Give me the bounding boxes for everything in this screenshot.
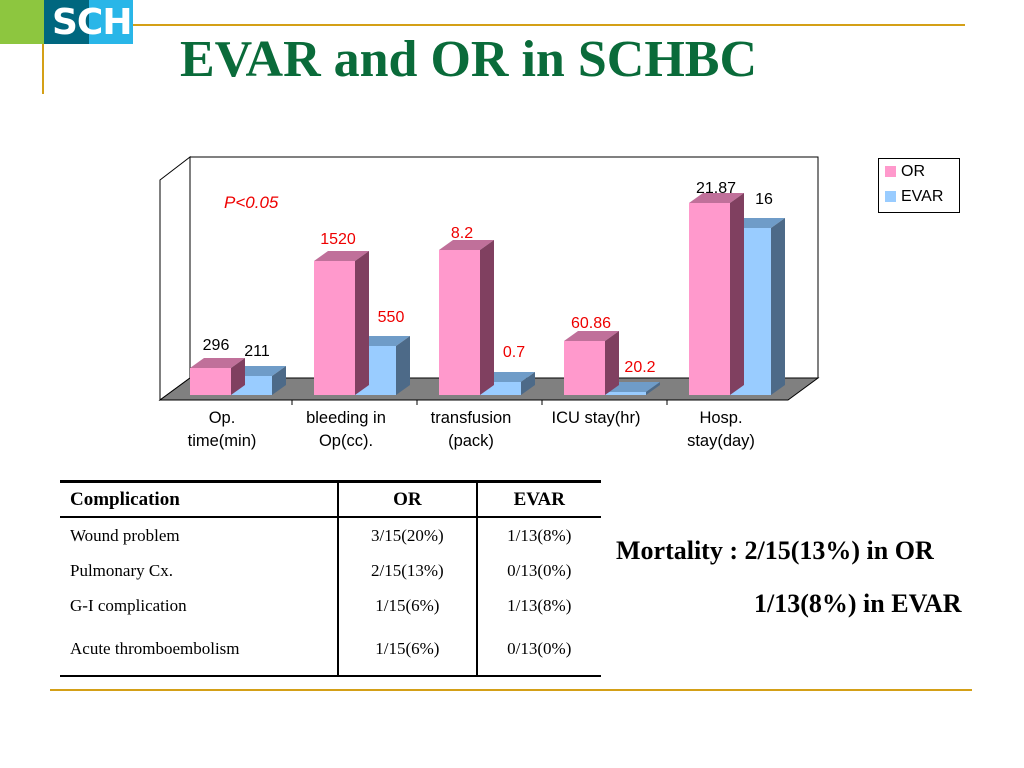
data-label: 20.2: [624, 359, 655, 376]
table-cell: 0/13(0%): [475, 553, 601, 588]
x-tick-label: Op(cc).: [319, 432, 373, 450]
x-tick-label: Hosp.: [699, 409, 742, 427]
x-tick-label: time(min): [188, 432, 257, 450]
chart-side-wall: [159, 155, 191, 401]
bar-side-or: [605, 331, 619, 395]
table-cell: 1/13(8%): [475, 588, 601, 623]
x-tick-label: bleeding in: [306, 409, 386, 427]
table-cell: 1/13(8%): [475, 517, 601, 553]
table-row: G-I complication 1/15(6%) 1/13(8%): [60, 588, 601, 623]
bar-or: [190, 368, 231, 395]
table-cell: 1/15(6%): [337, 588, 477, 623]
x-tick-label: ICU stay(hr): [552, 409, 641, 427]
legend-label-evar: EVAR: [901, 187, 944, 205]
table-cell: Acute thromboembolism: [60, 623, 339, 677]
chart-legend: OR EVAR: [878, 158, 960, 213]
bar-side-evar: [771, 218, 785, 395]
x-tick-label: (pack): [448, 432, 494, 450]
mortality-line-1: Mortality : 2/15(13%) in OR: [616, 536, 934, 565]
x-tick-label: stay(day): [687, 432, 755, 450]
legend-label-or: OR: [901, 162, 925, 180]
table-row: Pulmonary Cx. 2/15(13%) 0/13(0%): [60, 553, 601, 588]
bar-or: [439, 250, 480, 395]
table-cell: 0/13(0%): [475, 623, 601, 677]
data-label: 0.7: [503, 344, 525, 361]
data-label: 211: [244, 343, 270, 360]
table-cell: Wound problem: [70, 525, 180, 545]
complication-table: Complication OR EVAR Wound problem 3/15(2…: [60, 480, 601, 677]
bar-top-or: [564, 331, 619, 341]
data-label: 60.86: [571, 315, 611, 332]
table-cell: Pulmonary Cx.: [70, 560, 173, 580]
logo-light-block: [89, 0, 133, 44]
logo-dark-block: [44, 0, 89, 44]
bar-top-or: [314, 251, 369, 261]
data-label: 21.87: [696, 180, 736, 197]
data-label: 550: [378, 309, 405, 326]
bottom-divider: [50, 689, 972, 691]
table-header: OR: [337, 480, 477, 518]
logo-green-block: [0, 0, 44, 44]
legend-item-evar: EVAR: [879, 184, 959, 209]
table-header: Complication: [60, 480, 339, 518]
top-divider: [133, 24, 965, 26]
bar-side-evar: [646, 382, 660, 395]
bar-top-or: [439, 240, 494, 250]
bar-side-or: [231, 358, 245, 395]
bar-top-or: [190, 358, 245, 368]
mortality-line-2: 1/13(8%) in EVAR: [754, 589, 962, 618]
bar-or: [689, 203, 730, 395]
bar-side-or: [480, 240, 494, 395]
bar-side-evar: [521, 372, 535, 395]
bar-side-evar: [272, 366, 286, 395]
table-row: Acute thromboembolism 1/15(6%) 0/13(0%): [60, 623, 601, 677]
table-row: Wound problem 3/15(20%) 1/13(8%): [60, 517, 601, 553]
bar-chart: P<0.05 296 211 Op. time(min) 1520 550 bleeding…: [158, 155, 820, 450]
bar-evar: [605, 392, 646, 395]
table-cell: G-I complication: [70, 595, 187, 615]
data-label: 296: [203, 337, 230, 354]
bar-top-or: [689, 193, 744, 203]
bar-side-or: [355, 251, 369, 395]
data-label: 1520: [320, 231, 356, 248]
page-title: EVAR and OR in SCHBC: [180, 31, 758, 88]
data-label: 8.2: [451, 225, 473, 242]
logo-divider: [42, 44, 44, 94]
legend-swatch-or: [885, 166, 896, 177]
table-cell: 1/15(6%): [337, 623, 477, 677]
x-tick-label: Op.: [209, 409, 236, 427]
bar-or: [314, 261, 355, 395]
legend-item-or: OR: [879, 159, 959, 184]
table-header: EVAR: [475, 480, 601, 518]
legend-swatch-evar: [885, 191, 896, 202]
bar-side-or: [730, 193, 744, 395]
x-tick-label: transfusion: [431, 409, 512, 427]
table-cell: 3/15(20%): [337, 517, 477, 553]
logo: SCH: [52, 2, 132, 43]
bar-or: [564, 341, 605, 395]
table-cell: 2/15(13%): [337, 553, 477, 588]
p-value-annotation: P<0.05: [224, 193, 279, 212]
bar-side-evar: [396, 336, 410, 395]
data-label: 16: [755, 191, 773, 208]
